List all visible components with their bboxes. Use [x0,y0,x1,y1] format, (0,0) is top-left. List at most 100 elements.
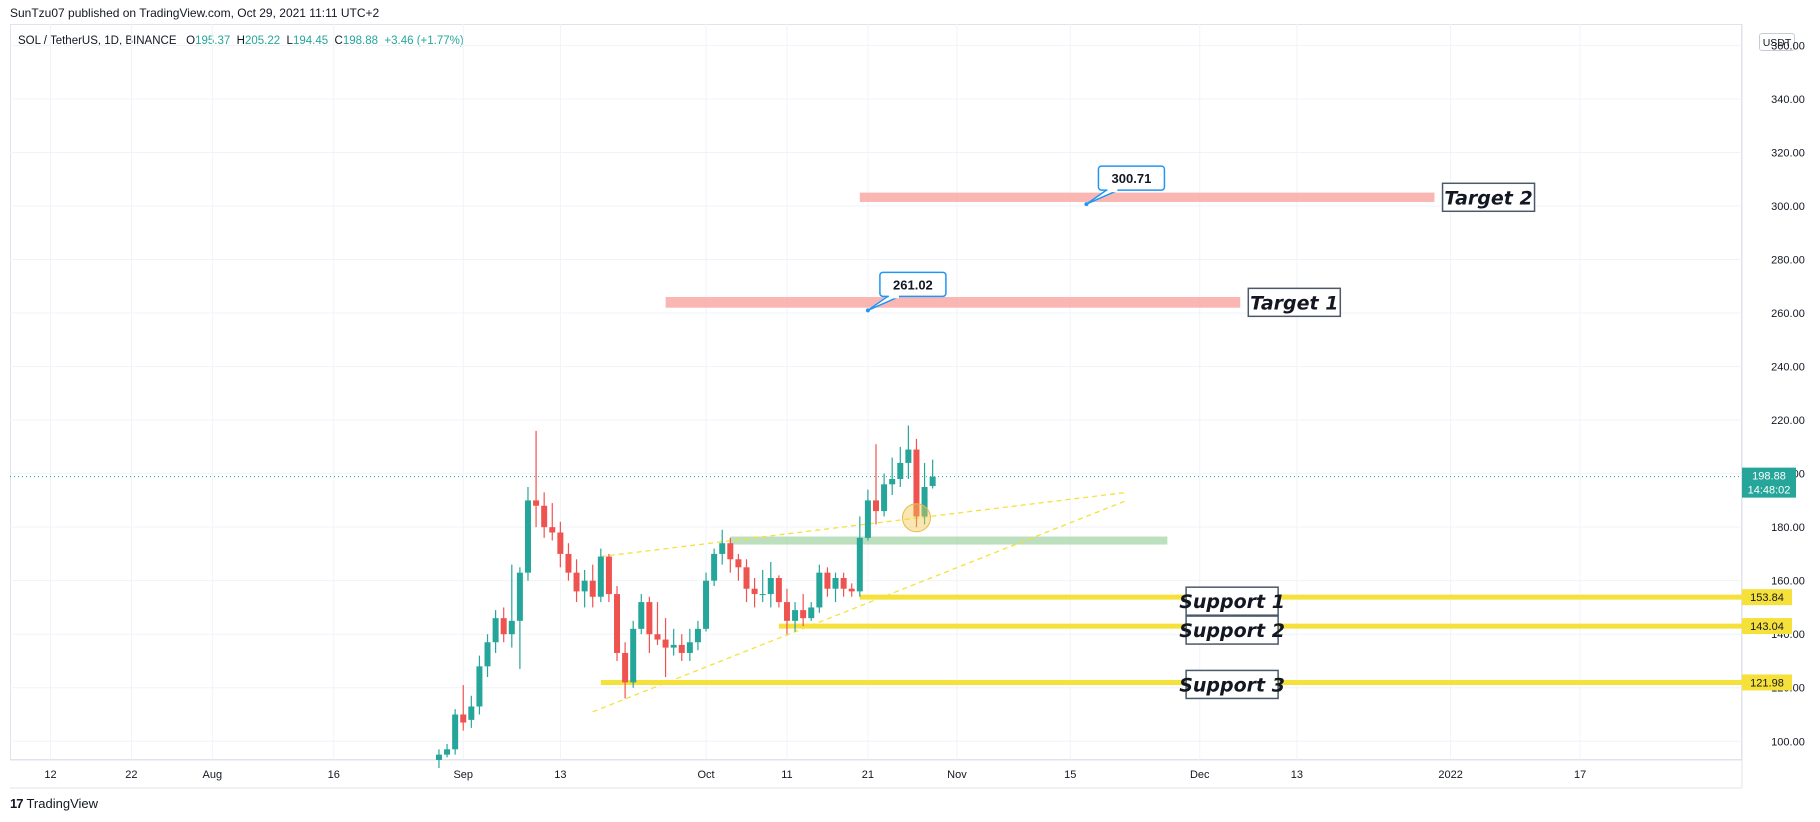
target-zone [665,296,1241,308]
candle [881,473,888,517]
low-label: L [286,35,293,47]
x-tick-label: 21 [862,769,874,781]
high-label: H [236,35,245,47]
candle-body [897,462,904,479]
candle [783,588,790,635]
footer-brand: 17 TradingView [10,796,98,811]
x-tick-label: Aug [203,769,223,781]
candle-body [783,602,790,621]
candle [897,446,904,488]
x-tick-label: 13 [554,769,566,781]
annotation-label: Support 3 [1179,674,1285,696]
y-tick-label: 100.00 [1771,736,1805,748]
candle [565,543,572,581]
x-tick-label: 11 [781,769,792,781]
trendline [592,499,1128,713]
callout-label: 300.71 [1112,171,1152,186]
low-value: 194.45 [292,35,329,47]
candle-body [889,478,896,485]
candle-body [848,588,855,592]
candle [476,655,483,715]
candle [589,564,596,608]
candle-body [565,553,572,573]
bar-countdown-label: 14:48:02 [1748,485,1791,497]
candle [686,628,693,661]
candle [735,553,742,581]
candle [484,634,491,678]
last-price-tag [1742,467,1796,498]
candle-body [524,500,531,573]
candle [703,572,710,632]
candle [533,430,540,528]
support-price-label: 121.98 [1750,677,1784,689]
candle-body [581,580,588,592]
candle-body [476,666,483,707]
candle [921,462,928,525]
candle [638,594,645,635]
candle-body [605,556,612,595]
high-value: 205.22 [244,35,281,47]
candle [832,572,839,603]
candle [630,620,637,688]
x-tick-label: Sep [453,769,473,781]
candle-body [597,556,604,597]
candle [597,548,604,603]
candle [452,709,459,755]
candle-body [808,607,815,619]
candle-body [533,500,540,506]
y-tick-label: 220.00 [1771,415,1805,427]
candle-body [508,620,515,635]
candle-body [824,572,831,589]
open-label: O [186,35,196,47]
candle-body [840,578,847,589]
candle-body [913,449,920,517]
candle [605,553,612,603]
currency-button[interactable]: USDT [1759,33,1795,51]
candle [848,583,855,597]
change-value: +3.46 (+1.77%) [384,35,464,47]
y-tick-label: 300.00 [1771,201,1805,213]
candle-body [492,618,499,643]
y-tick-label: 340.00 [1771,94,1805,106]
candle-body [500,618,507,635]
candle [670,628,677,656]
candle [468,695,475,728]
x-tick-label: 2022 [1438,769,1462,781]
x-tick-label: 16 [328,769,340,781]
candle-body [549,527,556,533]
candle-body [622,652,629,683]
close-label: C [334,35,343,47]
close-value: 198.88 [342,35,379,47]
candle-body [444,749,451,755]
x-tick-label: 22 [125,769,137,781]
x-tick-label: 12 [44,769,56,781]
candle-body [832,578,839,589]
candle [929,459,936,489]
candle-body [767,578,774,595]
y-tick-label: 280.00 [1771,255,1805,267]
candle [727,537,734,573]
candle [500,607,507,643]
candle [662,618,669,678]
annotation-label: Support 2 [1179,620,1285,642]
support-price-tag [1742,589,1792,606]
annotation-label: Support 1 [1179,591,1285,613]
candle-body [743,567,750,589]
candle [816,564,823,613]
annotation-box [1185,615,1279,645]
candle [460,685,467,731]
candle [516,567,523,670]
candle [711,548,718,587]
candle-body [646,602,653,635]
candle [759,569,766,603]
candle [824,567,831,597]
candle-body [614,594,621,653]
candle-body [816,572,823,608]
support-price-label: 143.04 [1750,621,1784,633]
symbol-label[interactable]: SOL / TetherUS, 1D, BINANCE [18,35,177,47]
candle [905,425,912,479]
candle [508,564,515,648]
y-tick-label: 180.00 [1771,522,1805,534]
candle [678,634,685,661]
